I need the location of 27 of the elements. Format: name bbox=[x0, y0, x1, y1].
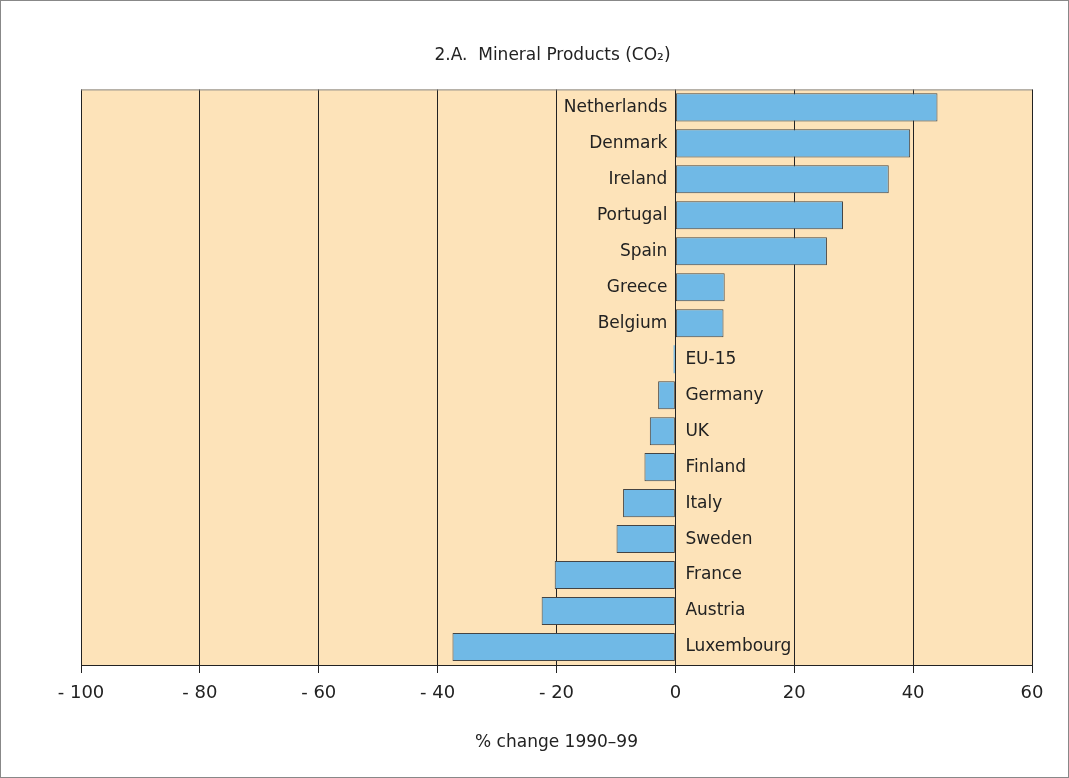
y-tick-label: Portugal bbox=[596, 203, 668, 224]
y-tick-label: Austria bbox=[685, 599, 746, 620]
x-tick-label: 20 bbox=[782, 681, 806, 703]
x-tick-label: 40 bbox=[901, 681, 925, 703]
x-tick-label: - 100 bbox=[57, 681, 105, 703]
chart-title: 2.A. Mineral Products (CO₂) bbox=[434, 43, 671, 64]
y-tick-label: Germany bbox=[685, 383, 764, 404]
y-tick-label: Belgium bbox=[597, 311, 668, 332]
x-tick-label: - 60 bbox=[301, 681, 337, 703]
y-tick-label: Ireland bbox=[608, 167, 668, 188]
x-tick-label: 60 bbox=[1020, 681, 1044, 703]
x-axis-title: % change 1990–99 bbox=[475, 731, 638, 752]
y-tick-label: EU-15 bbox=[685, 347, 737, 368]
y-tick-label: France bbox=[685, 563, 742, 584]
y-tick-label: Denmark bbox=[589, 131, 668, 152]
y-tick-label: Finland bbox=[685, 455, 747, 476]
y-tick-label: UK bbox=[685, 419, 710, 440]
x-tick-label: - 20 bbox=[538, 681, 575, 703]
x-tick-label: - 40 bbox=[420, 681, 456, 703]
x-tick-label: - 80 bbox=[182, 681, 218, 703]
y-tick-label: Luxembourg bbox=[685, 635, 792, 656]
y-tick-label: Sweden bbox=[685, 527, 753, 548]
y-tick-label: Netherlands bbox=[563, 95, 668, 116]
y-tick-label: Spain bbox=[619, 239, 668, 260]
x-tick-label: 0 bbox=[669, 681, 682, 703]
y-tick-label: Italy bbox=[685, 491, 723, 512]
y-tick-label: Greece bbox=[606, 275, 668, 296]
